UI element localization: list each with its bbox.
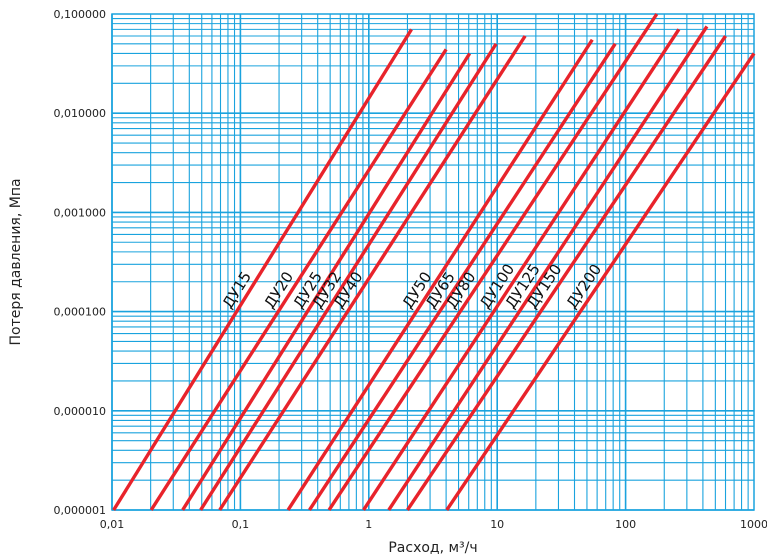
- y-axis-title: Потеря давления, Мпа: [8, 178, 24, 345]
- grid-lines: [111, 14, 754, 511]
- series-line-ДУ32: [199, 42, 498, 511]
- y-tick-label: 0,100000: [54, 8, 107, 21]
- x-axis-title: Расход, м³/ч: [388, 540, 477, 556]
- series-line-ДУ150: [406, 35, 727, 511]
- series-line-ДУ15: [112, 28, 413, 511]
- x-tick-label: 1: [365, 518, 372, 531]
- x-tick-label: 10: [490, 518, 504, 531]
- y-tick-label: 0,010000: [54, 107, 107, 120]
- y-tick-label: 0,000001: [54, 504, 107, 517]
- series-line-ДУ125: [387, 25, 709, 511]
- plot-frame: [111, 13, 755, 511]
- x-tick-label: 0,01: [100, 518, 125, 531]
- series-line-ДУ200: [445, 52, 756, 511]
- x-tick-label: 1000: [740, 518, 767, 531]
- series-line-ДУ65: [308, 42, 617, 511]
- x-tick-label: 0,1: [232, 518, 250, 531]
- x-tick-labels: 0,01 0,1 1 10 100 1000: [100, 518, 767, 531]
- y-tick-labels: 0,000001 0,000010 0,000100 0,001000 0,010000…: [54, 8, 107, 517]
- y-tick-label: 0,001000: [54, 206, 107, 219]
- series-line-ДУ20: [149, 48, 448, 511]
- y-tick-label: 0,000010: [54, 405, 107, 418]
- series-line-ДУ100: [362, 28, 681, 511]
- series-line-ДУ25: [181, 52, 472, 511]
- series-lines: [112, 13, 756, 511]
- series-line-ДУ50: [286, 38, 594, 511]
- series-line-ДУ80: [327, 13, 659, 511]
- y-tick-label: 0,000100: [54, 306, 107, 319]
- series-line-ДУ40: [218, 35, 527, 511]
- x-tick-label: 100: [615, 518, 636, 531]
